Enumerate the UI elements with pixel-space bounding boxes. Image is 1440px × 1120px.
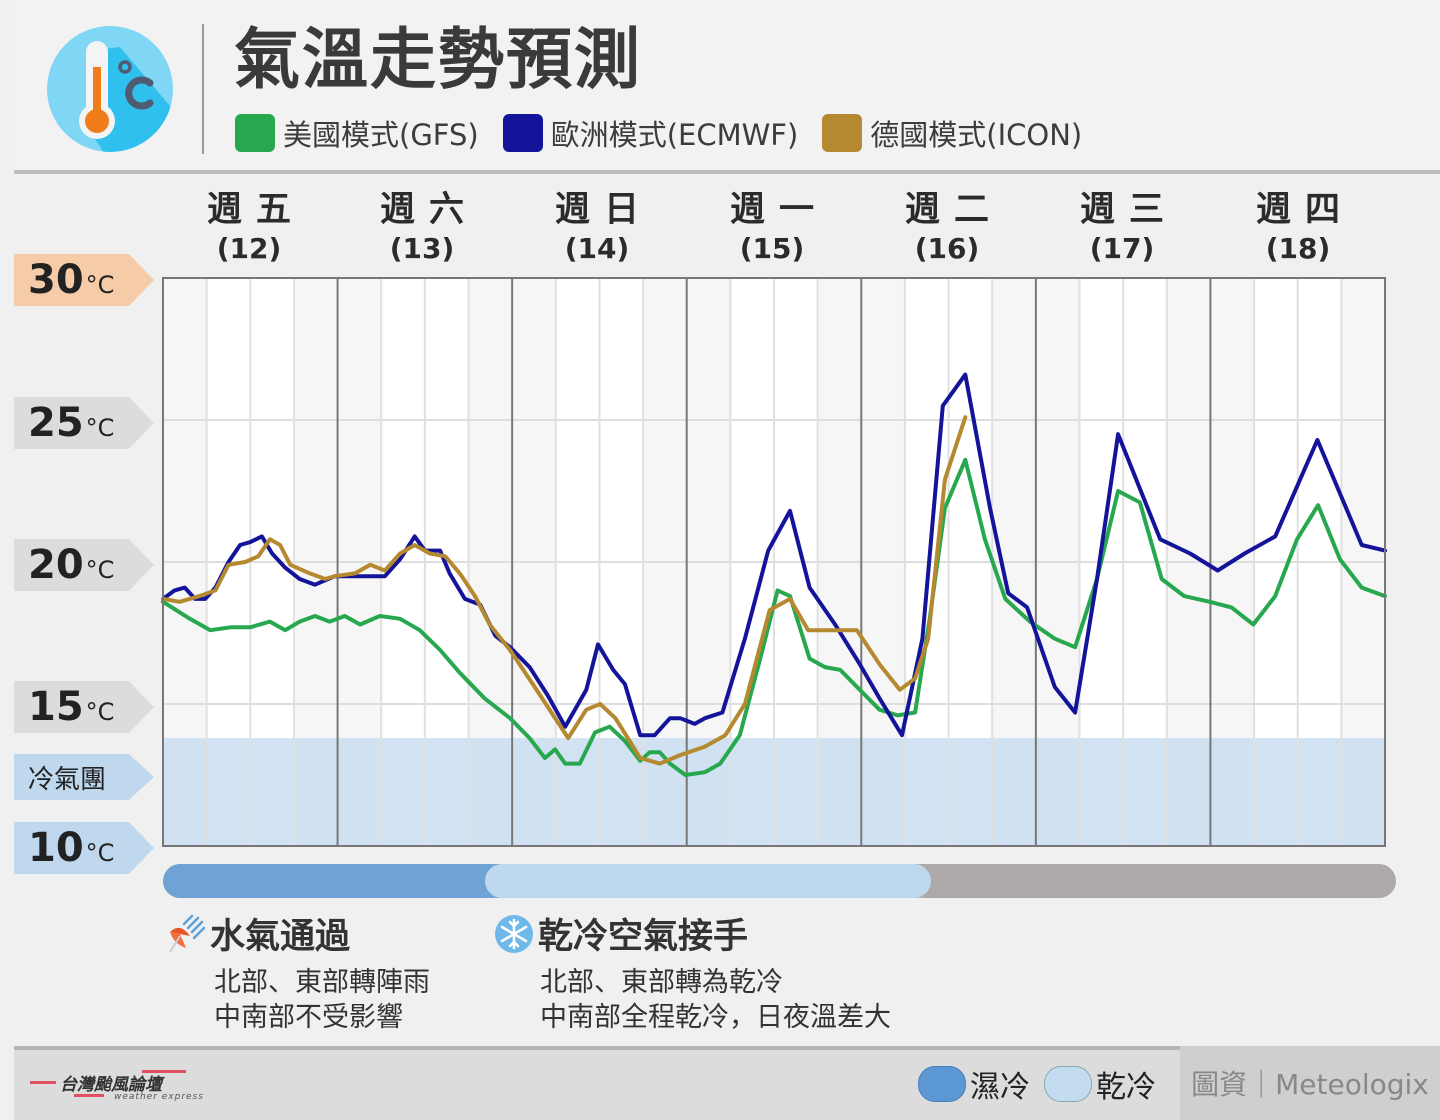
plot-frame xyxy=(162,277,1386,847)
day-name: 週六 xyxy=(379,190,478,230)
series-line-0 xyxy=(161,457,1387,777)
header-divider xyxy=(202,24,204,154)
day-date: (14) xyxy=(564,232,630,265)
y-tick-unit: °C xyxy=(85,271,115,299)
wet-cold-swatch xyxy=(918,1066,966,1102)
phase-wet-line: 中南部不受影響 xyxy=(214,1002,403,1033)
plot-lines xyxy=(161,372,1387,777)
phase-wet-line: 北部、東部轉陣雨 xyxy=(214,967,430,998)
day-header: 週四 (18) xyxy=(1212,188,1384,266)
legend-item-ecmwf: 歐洲模式(ECMWF) xyxy=(502,112,799,154)
series-line-1 xyxy=(161,372,1387,738)
brand-name: 台灣颱風論壇 xyxy=(60,1075,162,1095)
dry-cold-label: 乾冷 xyxy=(1096,1070,1156,1105)
day-date: (12) xyxy=(216,232,282,265)
day-header: 週三 (17) xyxy=(1036,188,1208,266)
phase-dry: 乾冷空氣接手 北部、東部轉為乾冷 中南部全程乾冷，日夜溫差大 xyxy=(494,908,891,1035)
y-tick-10: 10 °C xyxy=(14,822,154,874)
rain-umbrella-icon xyxy=(169,914,206,953)
plot-grid xyxy=(163,278,1385,846)
phase-wet: 水氣通過 北部、東部轉陣雨 中南部不受影響 xyxy=(166,908,430,1035)
legend-swatch-icon xyxy=(822,114,863,152)
y-tick-25: 25 °C xyxy=(14,397,154,449)
series-line-2 xyxy=(161,415,968,766)
wet-cold-label: 濕冷 xyxy=(970,1070,1030,1105)
snowflake-icon xyxy=(495,914,533,953)
weather-phase-bar xyxy=(163,864,1396,898)
legend-item-gfs: 美國模式(GFS) xyxy=(235,112,479,154)
y-tick-unit: °C xyxy=(85,698,115,726)
footer-legend: 濕冷 乾冷 xyxy=(918,1062,1170,1106)
y-tick-30: 30 °C xyxy=(14,254,154,306)
legend-label-ecmwf: 歐洲模式(ECMWF) xyxy=(550,118,799,152)
day-name: 週三 xyxy=(1079,190,1178,230)
day-header: 週六 (13) xyxy=(336,188,508,266)
day-date: (13) xyxy=(389,232,455,265)
day-header: 週日 (14) xyxy=(511,188,683,266)
y-tick-unit: °C xyxy=(85,414,115,442)
phase-dry-line: 中南部全程乾冷，日夜溫差大 xyxy=(540,1002,891,1033)
phase-wet-title-text: 水氣通過 xyxy=(210,917,351,957)
y-tick-20: 20 °C xyxy=(14,539,154,591)
cold-air-mass-tag: 冷氣團 xyxy=(14,754,154,800)
y-tick-15: 15 °C xyxy=(14,681,154,733)
day-date: (18) xyxy=(1265,232,1331,265)
day-name: 週一 xyxy=(729,190,828,230)
footer: 台灣颱風論壇 weather express 濕冷 乾冷 圖資｜Meteolog… xyxy=(14,1046,1440,1120)
day-header: 週二 (16) xyxy=(861,188,1033,266)
day-name: 週日 xyxy=(554,190,653,230)
day-header: 週一 (15) xyxy=(686,188,858,266)
y-tick-value: 30 xyxy=(28,257,84,303)
day-date: (15) xyxy=(739,232,805,265)
dry-cold-swatch xyxy=(1044,1066,1092,1102)
day-name: 週四 xyxy=(1255,190,1354,230)
data-credit: 圖資｜Meteologix xyxy=(1180,1046,1440,1120)
legend-swatch-gfs xyxy=(235,114,275,152)
legend-item-icon: 德國模式(ICON) xyxy=(822,112,1082,154)
y-tick-value: 15 xyxy=(28,684,84,730)
wet-cold-band xyxy=(163,864,523,898)
phase-dry-title-text: 乾冷空氣接手 xyxy=(538,917,749,957)
legend-label-icon: 德國模式(ICON) xyxy=(870,118,1083,152)
legend-label-gfs: 美國模式(GFS) xyxy=(283,118,479,152)
model-legend: 美國模式(GFS) 歐洲模式(ECMWF) 德國模式(ICON) xyxy=(235,112,1106,154)
day-date: (16) xyxy=(914,232,980,265)
y-tick-value: 20 xyxy=(28,542,84,588)
header: 氣溫走勢預測 美國模式(GFS) 歐洲模式(ECMWF) 德國模式(ICON) xyxy=(14,0,1440,174)
brand-subtitle: weather express xyxy=(114,1092,204,1102)
day-header: 週五 (12) xyxy=(163,188,335,266)
page-title: 氣溫走勢預測 xyxy=(234,21,642,98)
dry-cold-band xyxy=(485,864,931,898)
cold-air-mass-label: 冷氣團 xyxy=(28,764,107,795)
legend-swatch-ecmwf xyxy=(502,114,543,152)
y-tick-unit: °C xyxy=(85,556,115,584)
thermometer-celsius-icon xyxy=(47,26,173,152)
brand-logo: 台灣颱風論壇 weather express xyxy=(30,1062,210,1102)
phase-dry-line: 北部、東部轉為乾冷 xyxy=(540,967,783,998)
y-tick-unit: °C xyxy=(85,839,115,867)
day-name: 週二 xyxy=(904,190,1003,230)
phase-dry-title: 乾冷空氣接手 xyxy=(494,908,891,959)
phase-wet-title: 水氣通過 xyxy=(166,908,430,959)
y-tick-value: 10 xyxy=(28,825,84,871)
day-name: 週五 xyxy=(206,190,305,230)
day-date: (17) xyxy=(1089,232,1155,265)
y-tick-value: 25 xyxy=(28,400,84,446)
